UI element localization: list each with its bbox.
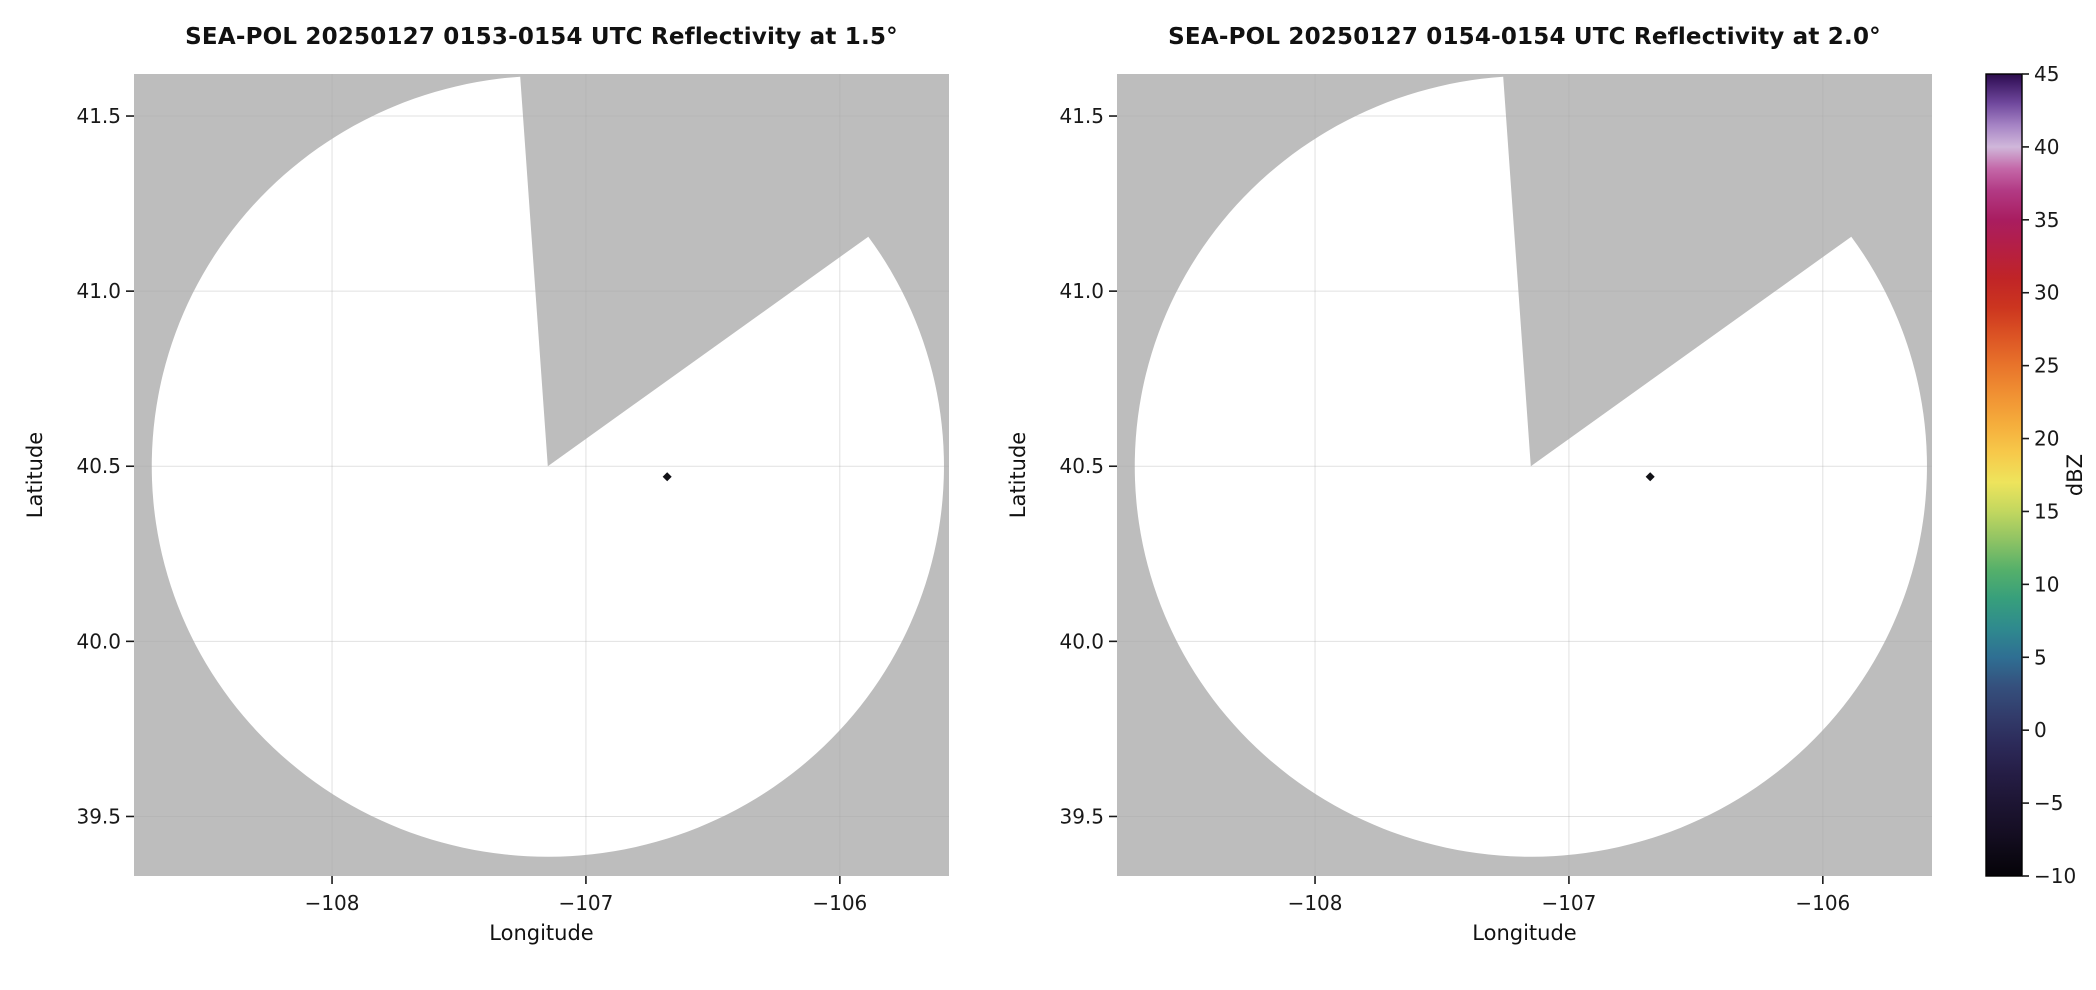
colorbar-tick-label: 25 [2034, 354, 2059, 378]
x-tick-label: −107 [558, 891, 613, 915]
radar-coverage-area [1134, 76, 1927, 857]
x-tick-label: −108 [305, 891, 360, 915]
y-tick-label: 41.5 [76, 104, 121, 128]
reflectivity-plot-2-0deg: −108 −107 −106 39.5 40.0 40.5 41.0 41.5 Longitud… [1006, 74, 1932, 945]
x-tick-label: −106 [812, 891, 867, 915]
x-axis-label: Longitude [1472, 921, 1576, 945]
y-tick-label: 40.0 [1059, 629, 1104, 653]
y-axis-label: Latitude [23, 432, 47, 518]
colorbar-tick-label: 15 [2034, 499, 2059, 523]
colorbar-tick-label: −5 [2034, 791, 2063, 815]
reflectivity-plot-1-5deg: −108 −107 −106 39.5 40.0 40.5 41.0 41.5 Longitud… [23, 74, 949, 945]
colorbar-tick-label: −10 [2034, 864, 2076, 888]
x-axis-label: Longitude [489, 921, 593, 945]
x-tick-label: −106 [1795, 891, 1850, 915]
y-axis-label: Latitude [1006, 432, 1030, 518]
y-tick-label: 41.0 [1059, 279, 1104, 303]
colorbar-tick-label: 5 [2034, 645, 2047, 669]
colorbar-tick-label: 35 [2034, 208, 2059, 232]
y-tick-label: 40.5 [76, 454, 121, 478]
plot-title-right: SEA-POL 20250127 0154-0154 UTC Reflectiv… [1168, 24, 1881, 50]
colorbar-label: dBZ [2063, 454, 2087, 496]
colorbar-gradient [1985, 73, 2023, 877]
y-tick-label: 41.5 [1059, 104, 1104, 128]
y-tick-label: 40.0 [76, 629, 121, 653]
x-tick-label: −108 [1288, 891, 1343, 915]
radar-echo [662, 472, 672, 482]
colorbar-tick-label: 30 [2034, 281, 2059, 305]
colorbar: 45 40 35 30 25 20 15 10 5 0 −5 −10 dBZ [1985, 62, 2087, 888]
y-tick-label: 39.5 [1059, 804, 1104, 828]
colorbar-tick-label: 45 [2034, 62, 2059, 86]
y-tick-label: 39.5 [76, 804, 121, 828]
colorbar-tick-label: 20 [2034, 427, 2059, 451]
y-tick-label: 40.5 [1059, 454, 1104, 478]
radar-coverage-area [151, 76, 944, 857]
colorbar-tick-label: 0 [2034, 718, 2047, 742]
plot-title-left: SEA-POL 20250127 0153-0154 UTC Reflectiv… [185, 24, 898, 50]
x-tick-label: −107 [1541, 891, 1596, 915]
colorbar-tick-label: 40 [2034, 135, 2059, 159]
y-tick-label: 41.0 [76, 279, 121, 303]
colorbar-tick-label: 10 [2034, 572, 2059, 596]
